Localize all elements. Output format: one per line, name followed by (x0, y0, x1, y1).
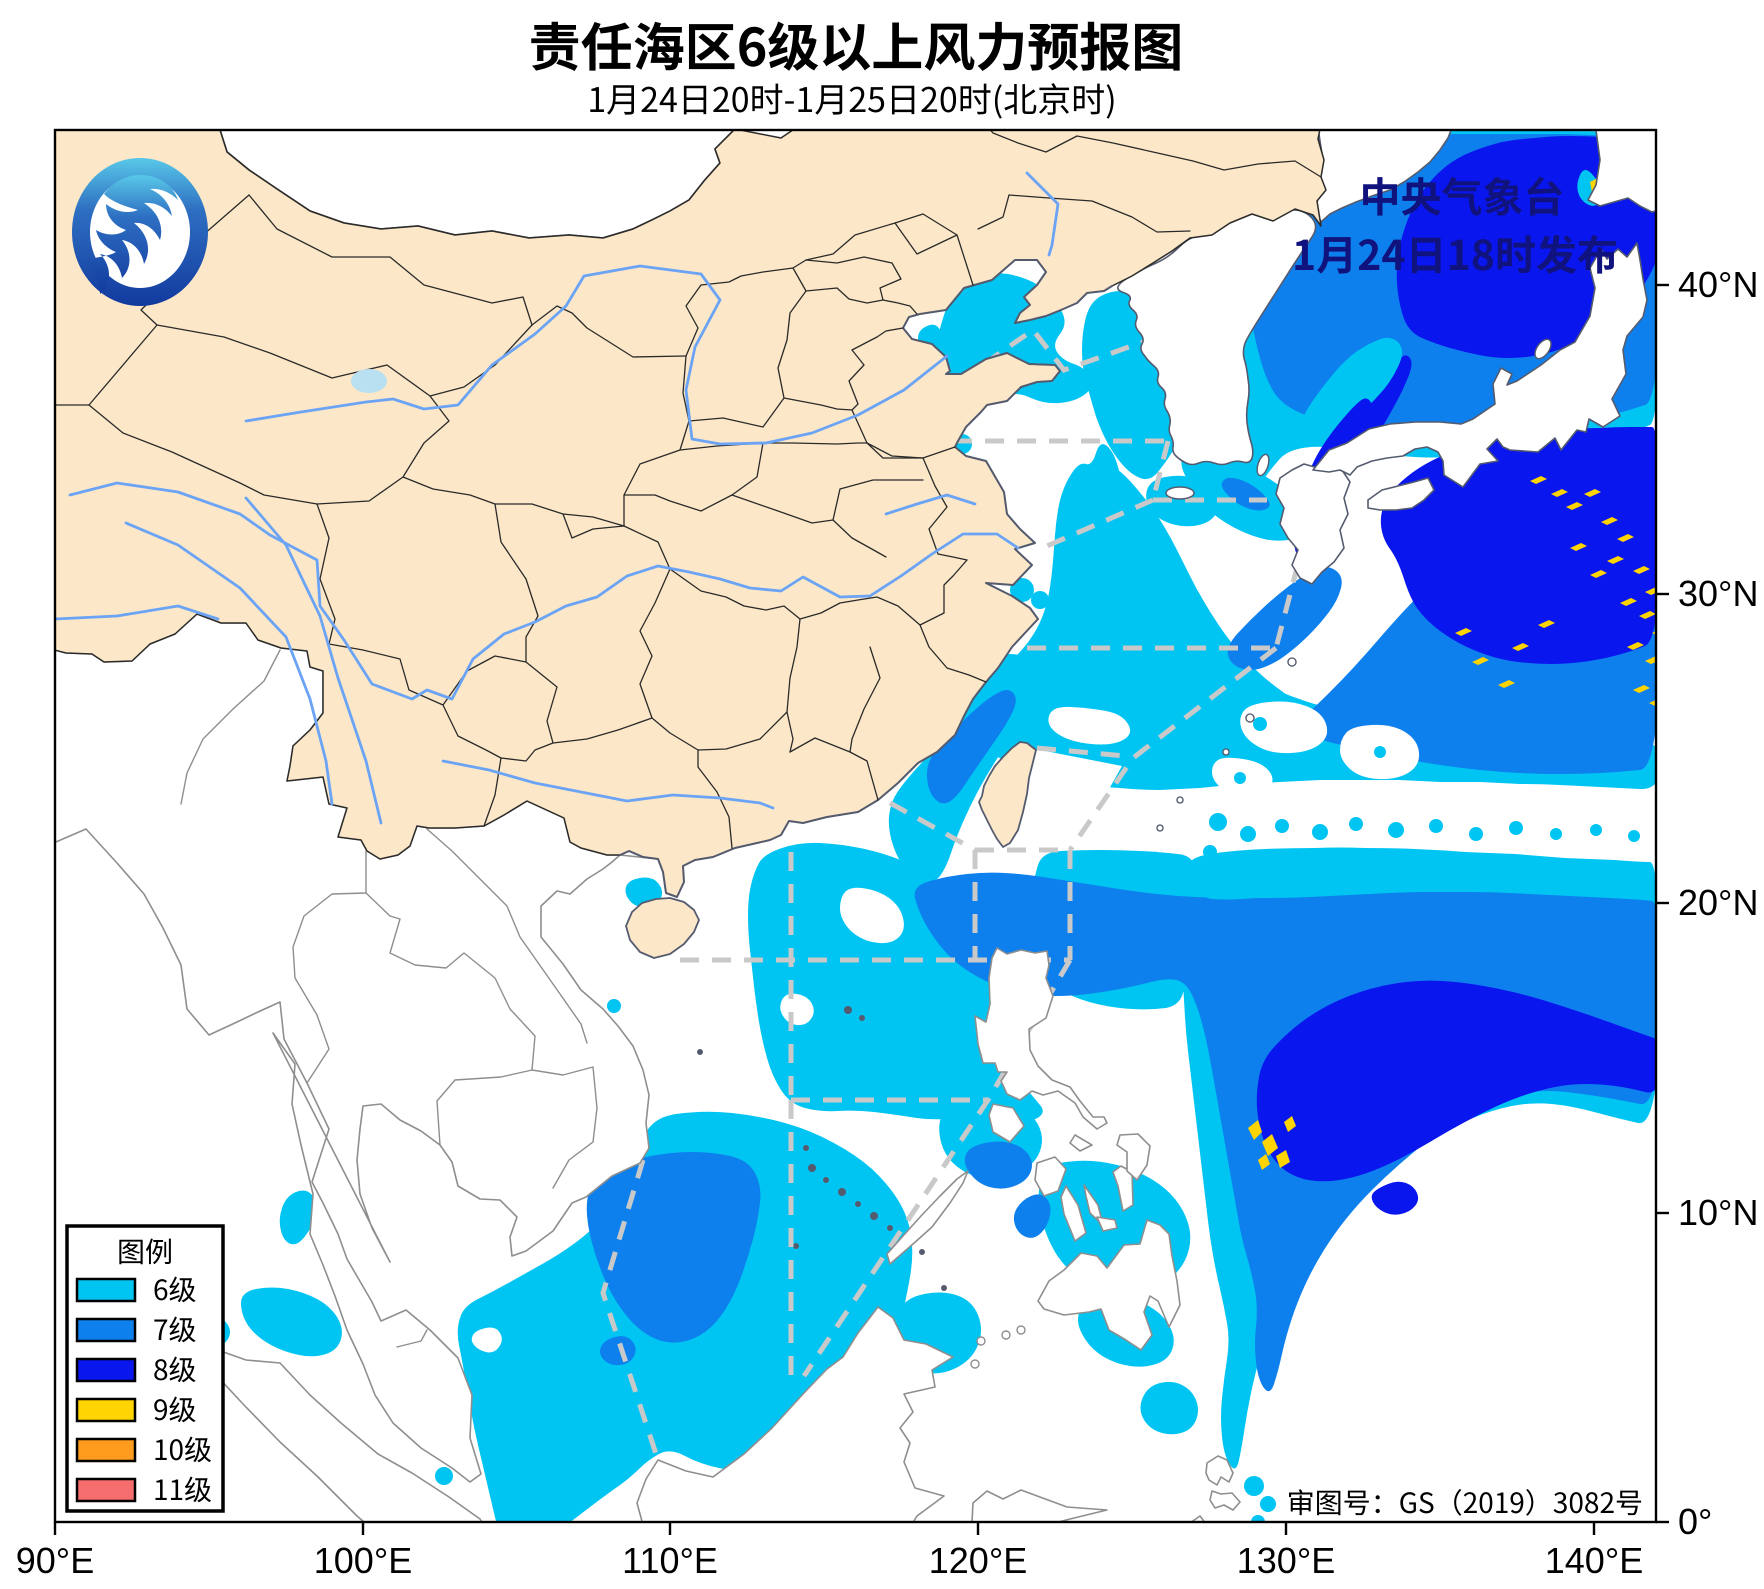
svg-text:110°E: 110°E (622, 1540, 718, 1581)
svg-text:10°N: 10°N (1678, 1192, 1758, 1233)
svg-text:100°E: 100°E (314, 1540, 412, 1581)
svg-text:40°N: 40°N (1678, 264, 1758, 305)
svg-text:0°: 0° (1678, 1501, 1712, 1542)
svg-text:90°E: 90°E (16, 1540, 94, 1581)
svg-text:140°E: 140°E (1545, 1540, 1643, 1581)
svg-text:30°N: 30°N (1678, 573, 1758, 614)
svg-text:20°N: 20°N (1678, 882, 1758, 923)
svg-text:120°E: 120°E (929, 1540, 1027, 1581)
svg-text:130°E: 130°E (1237, 1540, 1335, 1581)
